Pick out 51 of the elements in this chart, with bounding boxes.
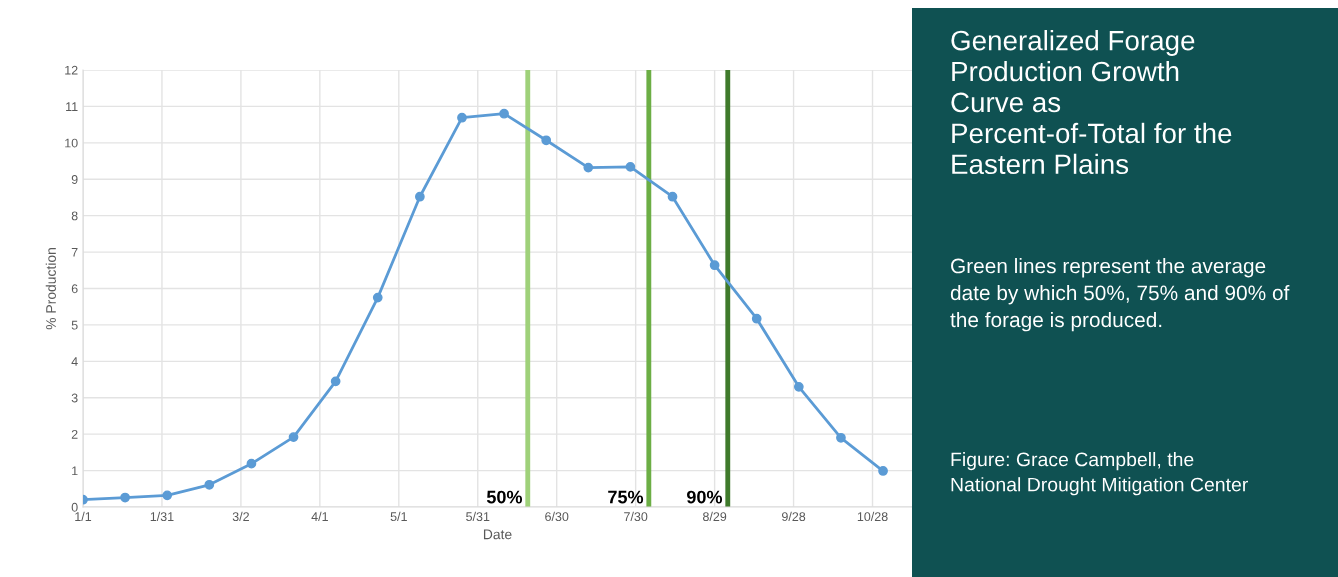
x-tick-label: 8/29 <box>703 511 727 522</box>
y-tick-label: 2 <box>71 429 78 439</box>
y-tick-label: 11 <box>66 102 78 111</box>
y-tick-label: 8 <box>71 211 78 221</box>
point <box>878 466 888 476</box>
x-tick-label: 4/1 <box>311 511 328 522</box>
annotation: 50% <box>486 490 523 504</box>
point <box>583 162 594 173</box>
x-tick-label: 9/28 <box>781 511 806 522</box>
point <box>499 108 509 119</box>
point <box>667 191 678 202</box>
point <box>625 162 636 172</box>
x-tick-label: 3/2 <box>232 511 249 522</box>
x-tick-label: 5/1 <box>390 511 407 522</box>
point <box>288 432 299 442</box>
point <box>457 112 467 123</box>
y-tick-label: 10 <box>65 138 78 148</box>
y-tick-label: 6 <box>71 284 78 294</box>
text: Generalized Forage Production Growth Curve as Percent-of-Total for the Eastern Plains <box>951 30 1232 175</box>
y-tick-label: 7 <box>71 248 78 257</box>
x-tick-label: 1/1 <box>75 511 92 522</box>
point <box>120 492 130 503</box>
point <box>372 292 383 303</box>
y-axis-title: % Production <box>45 248 56 330</box>
point <box>330 376 341 387</box>
y-tick-label: 3 <box>71 393 78 403</box>
point <box>415 191 425 202</box>
point <box>836 432 846 443</box>
x-tick-label: 10/28 <box>857 511 888 522</box>
x-tick-label: 6/30 <box>545 511 569 522</box>
point <box>246 458 257 469</box>
point <box>204 479 215 490</box>
y-tick-label: 9 <box>71 175 78 184</box>
annotation: 90% <box>687 490 723 504</box>
x-tick-label: 7/30 <box>624 511 648 522</box>
point <box>793 381 804 392</box>
point <box>751 313 762 324</box>
text: Green lines represent the average date by which 50%, 75% and 90% of the forage is produced. <box>950 258 1290 332</box>
x-tick-label: 5/31 <box>466 511 490 522</box>
y-tick-label: 5 <box>71 320 78 330</box>
x-axis-title: Date <box>483 529 512 540</box>
point <box>709 260 720 271</box>
annotation: 75% <box>608 490 644 504</box>
point <box>541 135 552 146</box>
y-tick-label: 0 <box>71 502 78 512</box>
text: Figure: Grace Campbell, the National Drought Mitigation Center <box>951 452 1248 496</box>
x-tick-label: 1/31 <box>150 511 174 522</box>
y-tick-label: 12 <box>65 65 78 75</box>
point <box>162 490 173 501</box>
y-tick-label: 4 <box>71 357 78 366</box>
y-tick-label: 1 <box>72 466 78 476</box>
